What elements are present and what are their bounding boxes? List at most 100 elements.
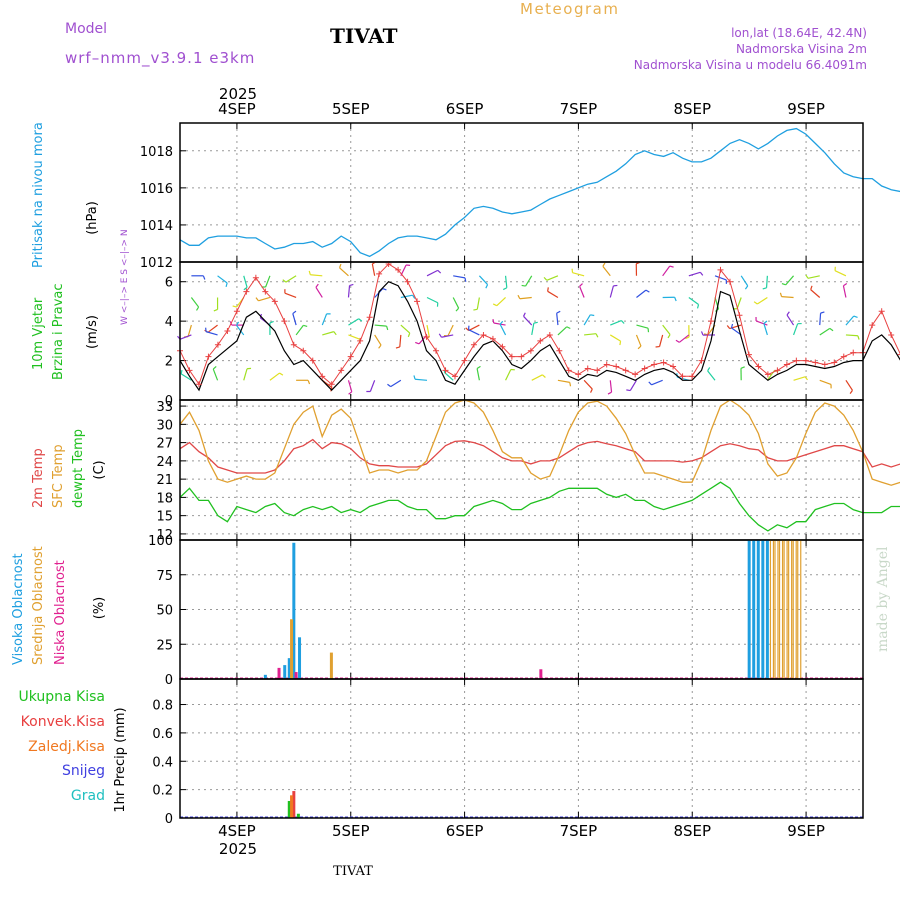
gust-point — [585, 365, 591, 371]
y-tick-label: 0.8 — [152, 699, 173, 714]
gust-point — [869, 322, 875, 328]
wind-barb — [494, 323, 506, 325]
y-tick-label: 0.2 — [152, 784, 173, 799]
hail-label: Grad — [71, 788, 105, 804]
panel-precip: 00.20.40.60.8 — [152, 679, 863, 827]
wind-barb — [340, 268, 349, 276]
wind-barb — [689, 272, 700, 276]
wind-barb — [206, 332, 218, 335]
bottom-x-tick-label: 8SEP — [673, 822, 711, 840]
wind-barb — [610, 380, 611, 392]
wind-barb — [808, 276, 820, 278]
wind-barb — [846, 335, 858, 336]
bar — [295, 672, 298, 679]
wind-barb — [846, 380, 853, 390]
wind-barb — [500, 324, 505, 335]
wind-barb — [636, 335, 640, 346]
wind-barb — [370, 380, 374, 391]
gust-point — [642, 365, 648, 371]
wind-side-label: 10m Vjetar — [31, 297, 46, 370]
wind-barb — [846, 316, 854, 325]
wind-barb — [558, 380, 570, 382]
wind-barb — [532, 375, 543, 380]
wind-barb — [708, 371, 715, 380]
wind-barb — [679, 335, 688, 342]
y-tick-label: 4 — [165, 315, 173, 330]
pressure-line — [180, 129, 900, 257]
wind-barb — [375, 335, 381, 345]
wind-barb — [348, 286, 349, 298]
wind-barb-flag — [649, 382, 652, 385]
y-tick-label: 15 — [156, 510, 173, 525]
wind-barb — [820, 380, 831, 384]
wind-barb — [843, 286, 845, 298]
gust-point — [822, 362, 828, 368]
wind-barb-flag — [763, 288, 767, 289]
wind-barb-flag — [350, 284, 354, 285]
meteogram-title: Meteogram — [520, 0, 619, 18]
dewpt-side-label: dewpt Temp — [71, 429, 86, 508]
wind-barb — [427, 270, 438, 275]
wind-barb — [453, 297, 458, 308]
y-tick-label: 0 — [165, 673, 173, 688]
bar — [290, 795, 293, 818]
gust-point — [291, 342, 297, 348]
y-tick-label: 33 — [156, 400, 173, 415]
precip-total-label: Ukupna Kisa — [18, 689, 105, 705]
gust-point — [224, 328, 230, 334]
gust-point — [831, 360, 837, 366]
watermark: made by Angel — [875, 546, 891, 652]
wind-barb — [786, 276, 794, 285]
wind-barb — [580, 286, 584, 297]
bar — [793, 540, 796, 679]
bottom-x-tick-label: 4SEP — [218, 822, 256, 840]
wind-barb-flag — [379, 345, 381, 348]
wind-barb-flag — [670, 266, 674, 267]
wind-barb-flag — [524, 313, 526, 317]
bottom-year-label: 2025 — [219, 840, 257, 858]
bar — [752, 540, 755, 679]
wind-barb — [603, 266, 610, 275]
wind-barb-flag — [456, 308, 459, 311]
wind-barb — [636, 325, 648, 328]
wind-barb-flag — [596, 334, 598, 338]
wind-barb — [524, 316, 532, 325]
wind-barb-flag — [408, 333, 409, 337]
model-elevation-label: Nadmorska Visina u modelu 66.4091m — [634, 58, 867, 72]
wind-barb — [469, 325, 480, 330]
gust-point — [433, 348, 439, 354]
sfc-side-label: SFC Temp — [51, 444, 66, 508]
wind-barb — [448, 325, 453, 336]
wind-barb-flag — [334, 332, 336, 335]
wind-barb-flag — [782, 284, 786, 285]
wind-barb — [630, 380, 636, 390]
wind-barb-flag — [698, 305, 699, 309]
wind-barb-flag — [396, 347, 400, 348]
bar — [539, 669, 542, 679]
bottom-x-tick-label: 7SEP — [560, 822, 598, 840]
y-tick-label: 24 — [156, 455, 173, 470]
wind-barb — [479, 276, 487, 285]
wind-barb — [286, 276, 296, 282]
wind-barb-flag — [493, 304, 497, 306]
wind-barb-flag — [570, 382, 571, 386]
gust-point — [623, 367, 629, 373]
gust-point — [556, 348, 562, 354]
wind-barb-flag — [518, 295, 520, 299]
wind-barb — [322, 332, 334, 335]
wind-barb — [557, 313, 558, 325]
y-tick-label: 1012 — [140, 256, 173, 271]
wind-barb — [322, 314, 326, 325]
wind-barb — [715, 276, 726, 280]
gust-point — [708, 318, 714, 324]
wind-barb-flag — [557, 311, 561, 313]
wind-barb-flag — [741, 367, 745, 369]
wind-barb — [244, 369, 247, 381]
y-tick-label: 50 — [156, 604, 173, 619]
wind-barb-flag — [764, 321, 767, 323]
wind-unit-label: (m/s) — [85, 315, 100, 349]
bar — [757, 540, 760, 679]
gust-point — [443, 367, 449, 373]
wind-barb — [453, 276, 465, 278]
